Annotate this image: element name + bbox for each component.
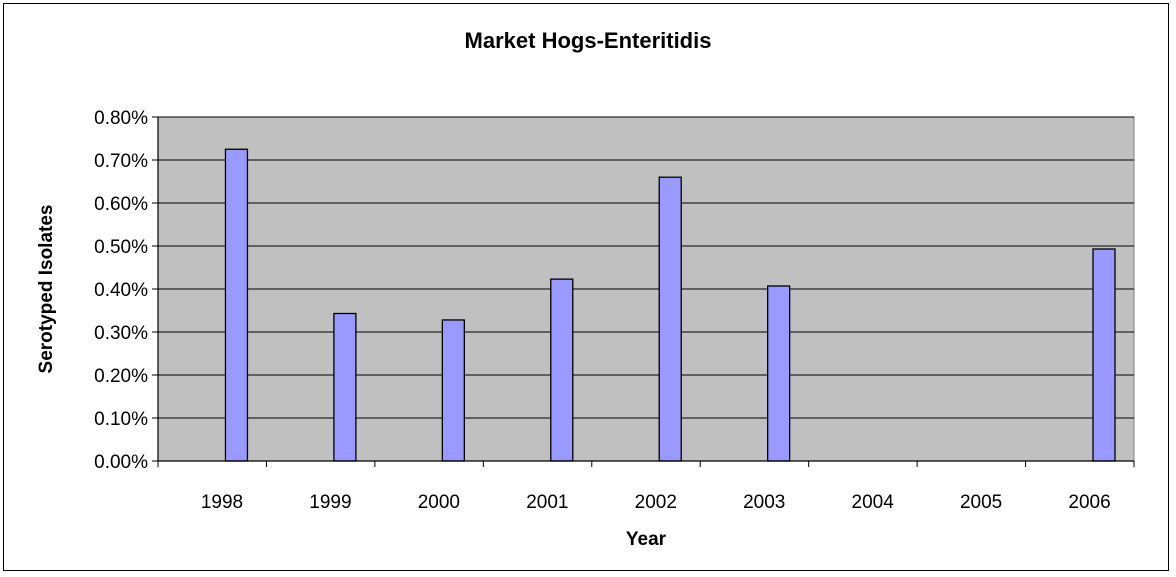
- y-axis-title: Serotyped Isolates: [36, 205, 57, 374]
- bar: [550, 278, 574, 462]
- chart-title: Market Hogs-Enteritidis: [464, 28, 712, 53]
- x-tick-label: 2003: [743, 492, 785, 513]
- bar: [658, 176, 682, 462]
- bar: [1092, 248, 1116, 462]
- y-tick-label: 0.20%: [94, 366, 148, 387]
- x-tick-label: 1999: [309, 492, 351, 513]
- y-tick-label: 0.60%: [94, 194, 148, 215]
- bar: [767, 285, 791, 462]
- y-tick-labels: 0.00% 0.10% 0.20% 0.30% 0.40% 0.50% 0.60% 0.70%…: [94, 108, 148, 473]
- y-tick-label: 0.10%: [94, 409, 148, 430]
- y-tick-label: 0.30%: [94, 323, 148, 344]
- x-tick-labels: 1998199920002001200220032004200520062007: [201, 492, 1111, 513]
- x-tick-label: 2005: [960, 492, 1002, 513]
- y-tick-label: 0.00%: [94, 452, 148, 473]
- x-tick-label: 1998: [201, 492, 243, 513]
- x-axis-title: Year: [626, 529, 667, 550]
- bar: [333, 312, 357, 462]
- y-tick-label: 0.70%: [94, 151, 148, 172]
- bars: [224, 148, 1116, 462]
- x-tick-label: 2000: [418, 492, 460, 513]
- y-tick-label: 0.80%: [94, 108, 148, 129]
- x-tick-label: 2001: [526, 492, 568, 513]
- bar: [441, 319, 465, 462]
- axes: [152, 116, 1135, 467]
- y-tick-label: 0.50%: [94, 237, 148, 258]
- y-tick-label: 0.40%: [94, 280, 148, 301]
- x-tick-label: 2002: [635, 492, 677, 513]
- bar: [224, 148, 249, 462]
- x-tick-label: 2004: [852, 492, 895, 513]
- gridlines: [158, 116, 1134, 419]
- x-tick-label: 2006: [1068, 492, 1110, 513]
